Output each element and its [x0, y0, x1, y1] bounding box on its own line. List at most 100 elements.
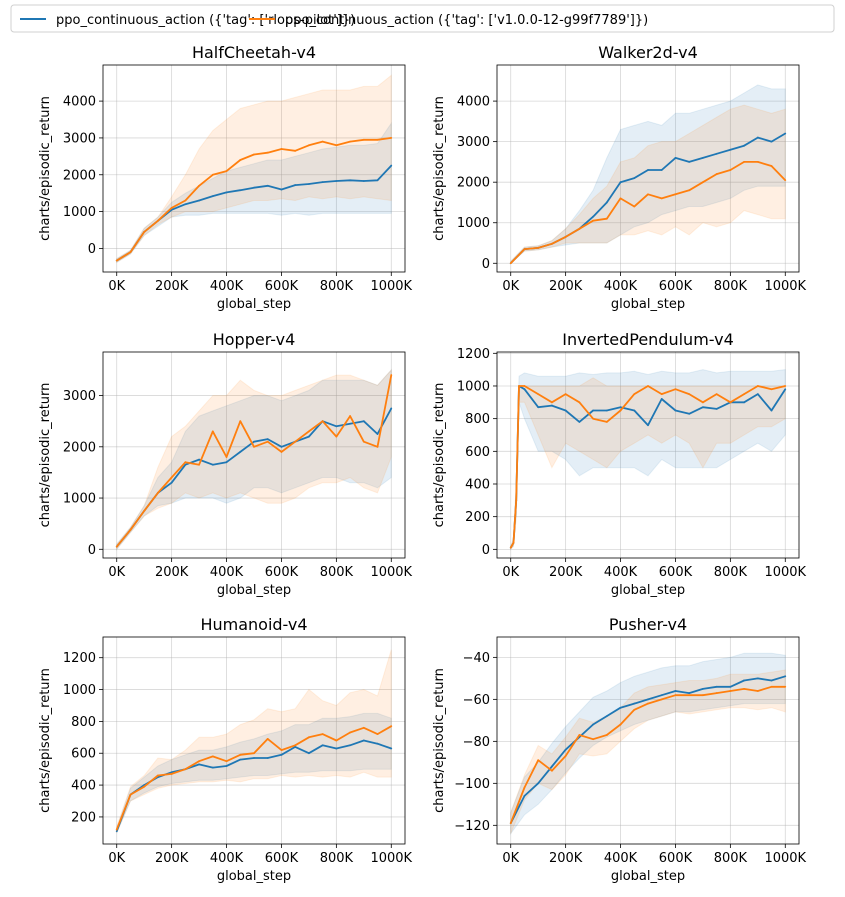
- data-point-series-1: [688, 692, 691, 694]
- data-point-series-2: [674, 388, 677, 391]
- y-tick-label: 800: [71, 715, 96, 730]
- data-point-series-2: [129, 793, 132, 796]
- subplot-title: InvertedPendulum-v4: [562, 330, 734, 349]
- data-point-series-1: [702, 406, 704, 409]
- plot-area: [509, 369, 787, 551]
- data-point-series-1: [211, 195, 214, 198]
- data-point-series-2: [537, 393, 540, 396]
- x-tick-label: 600K: [659, 851, 693, 866]
- data-point-series-2: [335, 739, 338, 742]
- confidence-band-series-2: [116, 649, 392, 834]
- legend-label-v1: ppo_continuous_action ({'tag': ['v1.0.0-…: [285, 13, 648, 28]
- y-axis-label: charts/episodic_return: [432, 96, 447, 241]
- subplot-walker2d-v4: 0K 200K 400K 600K 800K 1000K 0 1000 2000 3000 4000…: [432, 43, 807, 312]
- data-point-series-2: [688, 189, 691, 192]
- data-point-series-2: [523, 786, 526, 789]
- data-point-series-1: [674, 156, 677, 159]
- y-axis-label: charts/episodic_return: [38, 96, 53, 241]
- data-point-series-1: [390, 747, 393, 750]
- x-axis-label: global_step: [611, 297, 685, 312]
- data-point-series-2: [115, 259, 118, 262]
- data-point-series-2: [211, 755, 214, 758]
- x-tick-label: 0K: [502, 851, 519, 866]
- data-point-series-1: [715, 685, 718, 688]
- x-tick-label: 800K: [714, 565, 748, 580]
- data-point-series-2: [143, 509, 146, 512]
- y-axis-label: charts/episodic_return: [38, 383, 53, 528]
- data-point-series-1: [308, 752, 310, 755]
- data-point-series-1: [605, 715, 608, 718]
- x-tick-label: 200K: [155, 851, 189, 866]
- data-point-series-2: [390, 374, 393, 376]
- x-axis-label: global_step: [217, 297, 291, 312]
- y-axis-label: charts/episodic_return: [432, 668, 447, 813]
- data-point-series-1: [702, 687, 704, 690]
- plot-area: [509, 652, 787, 836]
- data-point-series-2: [170, 476, 173, 479]
- confidence-band-series-1: [116, 368, 392, 551]
- data-point-series-1: [294, 184, 297, 186]
- x-tick-label: 800K: [714, 851, 748, 866]
- x-axis-label: global_step: [611, 583, 685, 598]
- y-tick-label: −100: [454, 777, 490, 792]
- data-point-series-2: [729, 401, 732, 404]
- data-point-series-2: [115, 828, 118, 831]
- y-tick-label: 4000: [63, 95, 96, 110]
- confidence-band-series-1: [510, 84, 786, 265]
- data-point-series-2: [619, 409, 622, 412]
- confidence-band-series-2: [116, 368, 392, 551]
- data-point-series-1: [756, 677, 759, 680]
- data-point-series-2: [308, 430, 310, 433]
- data-point-series-2: [551, 401, 553, 404]
- data-point-series-1: [537, 406, 540, 409]
- x-tick-label: 0K: [108, 851, 125, 866]
- data-point-series-2: [592, 738, 594, 741]
- data-point-series-2: [756, 161, 759, 163]
- y-tick-label: 1200: [63, 651, 96, 666]
- data-point-series-2: [702, 401, 704, 404]
- data-point-series-1: [211, 463, 214, 466]
- data-point-series-2: [198, 184, 200, 187]
- data-point-series-2: [157, 774, 159, 777]
- data-point-series-1: [308, 183, 310, 185]
- y-tick-label: −120: [454, 819, 490, 834]
- data-point-series-2: [605, 734, 608, 736]
- x-tick-label: 400K: [604, 279, 638, 294]
- data-point-series-2: [225, 760, 228, 763]
- x-tick-label: 800K: [320, 851, 354, 866]
- data-point-series-1: [280, 753, 283, 756]
- data-point-series-2: [592, 219, 594, 222]
- data-point-series-1: [253, 440, 255, 443]
- plot-area: [115, 368, 393, 551]
- data-point-series-2: [239, 420, 242, 423]
- data-point-series-1: [376, 742, 379, 745]
- y-tick-label: 400: [465, 477, 490, 492]
- y-axis-label: charts/episodic_return: [432, 383, 447, 528]
- subplot-invertedpendulum-v4: 0K 200K 400K 600K 800K 1000K 0 200 400 600 800 1000…: [432, 330, 807, 598]
- data-point-series-1: [647, 698, 649, 701]
- data-point-series-2: [321, 140, 324, 143]
- data-point-series-2: [784, 385, 787, 387]
- y-tick-label: 2000: [63, 440, 96, 455]
- data-point-series-2: [294, 149, 297, 152]
- confidence-band-series-1: [116, 712, 392, 834]
- data-point-series-2: [129, 528, 132, 531]
- data-point-series-2: [743, 393, 745, 396]
- data-point-series-1: [523, 388, 526, 391]
- plot-area: [115, 649, 393, 834]
- y-tick-label: 0: [88, 242, 96, 257]
- subplot-hopper-v4: 0K 200K 400K 600K 800K 1000K 0 1000 2000 3000 Hopp…: [38, 330, 413, 598]
- axes-frame: [496, 351, 800, 559]
- y-tick-label: 3000: [63, 131, 96, 146]
- data-point-series-1: [564, 748, 567, 751]
- data-point-series-2: [688, 694, 691, 697]
- subplot-title: HalfCheetah-v4: [192, 43, 316, 62]
- data-point-series-2: [294, 440, 297, 443]
- y-tick-label: −40: [463, 651, 490, 666]
- data-point-series-2: [647, 385, 649, 387]
- subplot-title: Pusher-v4: [609, 615, 687, 634]
- data-point-series-1: [633, 409, 636, 412]
- data-point-series-2: [143, 230, 146, 233]
- data-point-series-1: [660, 398, 663, 400]
